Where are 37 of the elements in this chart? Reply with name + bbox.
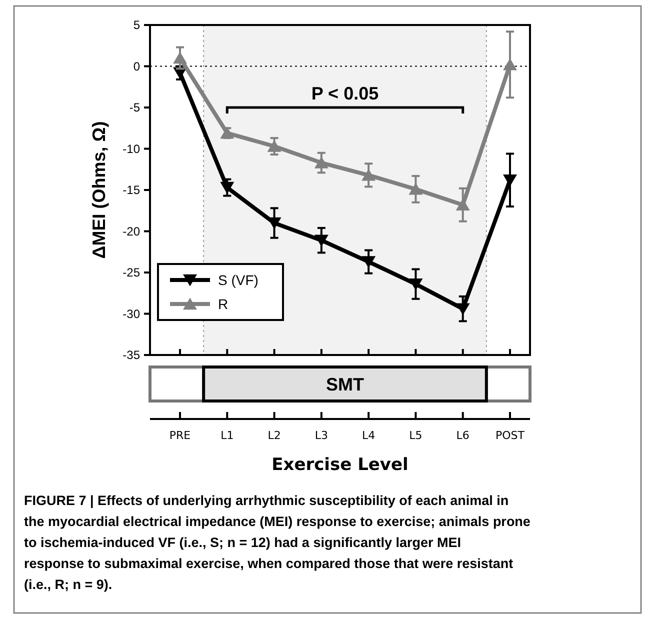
y-tick-label: 0 [133,59,140,74]
x-tick-label: PRE [169,429,191,442]
legend-label: R [218,296,228,312]
x-tick-label: L6 [456,429,470,442]
y-axis-title: ΔMEI (Ohms, Ω) [89,121,109,259]
x-tick-label: L2 [268,429,281,442]
point [267,140,282,152]
caption: FIGURE 7 | Effects of underlying arrhythmic susceptibility of each animal in the myocardial electrical impedance (MEI) response to exercise; animals prone to ischemia-induced VF (i.e., S; n = 12) had a significantly larger MEI response to submaximal exercise, when compared those that were resistant (i.e., R; n = 9). [24,493,531,592]
y-tick-label: 5 [133,18,140,32]
x-tick-label: L4 [362,429,376,442]
y-tick-label: -5 [129,100,140,115]
point [220,182,234,194]
y-tick-label: -35 [122,348,140,362]
point [503,174,517,186]
point [362,256,376,268]
x-tick-label: L1 [220,429,234,442]
point [408,278,423,290]
y-tick-label: -20 [122,224,140,238]
y-tick-label: -15 [122,183,140,198]
y-tick-label: -30 [122,306,140,321]
point [314,234,328,247]
point [362,168,376,181]
annotation: P < 0.05 [311,84,379,104]
point [503,58,517,70]
band-label: SMT [326,374,364,394]
point [173,52,187,64]
y-tick-label: -10 [122,142,140,156]
legend-label: S (VF) [218,272,258,288]
point [456,303,470,316]
point [456,198,470,210]
y-tick-label: -25 [122,266,140,280]
point [314,156,328,168]
x-tick-label: L3 [314,429,328,442]
x-tick-label: POST [496,429,525,442]
x-axis-title: Exercise Level [272,455,408,475]
point [408,182,423,195]
x-tick-label: L5 [409,429,422,442]
